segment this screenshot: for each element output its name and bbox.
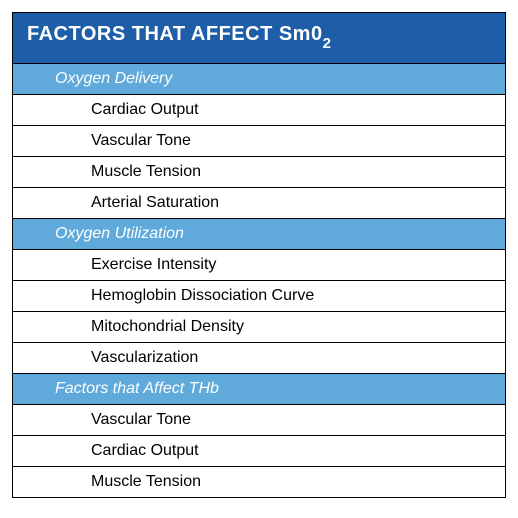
category-label: Oxygen Delivery — [13, 64, 506, 95]
item-label: Vascularization — [13, 343, 506, 374]
category-row: Factors that Affect THb — [13, 374, 506, 405]
item-row: Exercise Intensity — [13, 250, 506, 281]
table-title-subscript: 2 — [323, 35, 332, 52]
item-row: Muscle Tension — [13, 467, 506, 498]
item-label: Mitochondrial Density — [13, 312, 506, 343]
item-row: Arterial Saturation — [13, 188, 506, 219]
item-label: Vascular Tone — [13, 405, 506, 436]
factors-table: FACTORS THAT AFFECT Sm02 Oxygen Delivery… — [12, 12, 506, 498]
item-row: Hemoglobin Dissociation Curve — [13, 281, 506, 312]
item-row: Mitochondrial Density — [13, 312, 506, 343]
item-label: Cardiac Output — [13, 436, 506, 467]
item-row: Cardiac Output — [13, 95, 506, 126]
table-title-text: FACTORS THAT AFFECT Sm0 — [27, 23, 323, 45]
item-label: Vascular Tone — [13, 126, 506, 157]
category-row: Oxygen Utilization — [13, 219, 506, 250]
item-row: Muscle Tension — [13, 157, 506, 188]
item-label: Exercise Intensity — [13, 250, 506, 281]
category-row: Oxygen Delivery — [13, 64, 506, 95]
item-row: Vascular Tone — [13, 126, 506, 157]
item-label: Muscle Tension — [13, 157, 506, 188]
item-label: Arterial Saturation — [13, 188, 506, 219]
table-title-row: FACTORS THAT AFFECT Sm02 — [13, 13, 506, 64]
item-row: Vascular Tone — [13, 405, 506, 436]
item-label: Hemoglobin Dissociation Curve — [13, 281, 506, 312]
item-row: Vascularization — [13, 343, 506, 374]
item-label: Cardiac Output — [13, 95, 506, 126]
table-title-cell: FACTORS THAT AFFECT Sm02 — [13, 13, 506, 64]
item-row: Cardiac Output — [13, 436, 506, 467]
category-label: Oxygen Utilization — [13, 219, 506, 250]
item-label: Muscle Tension — [13, 467, 506, 498]
category-label: Factors that Affect THb — [13, 374, 506, 405]
